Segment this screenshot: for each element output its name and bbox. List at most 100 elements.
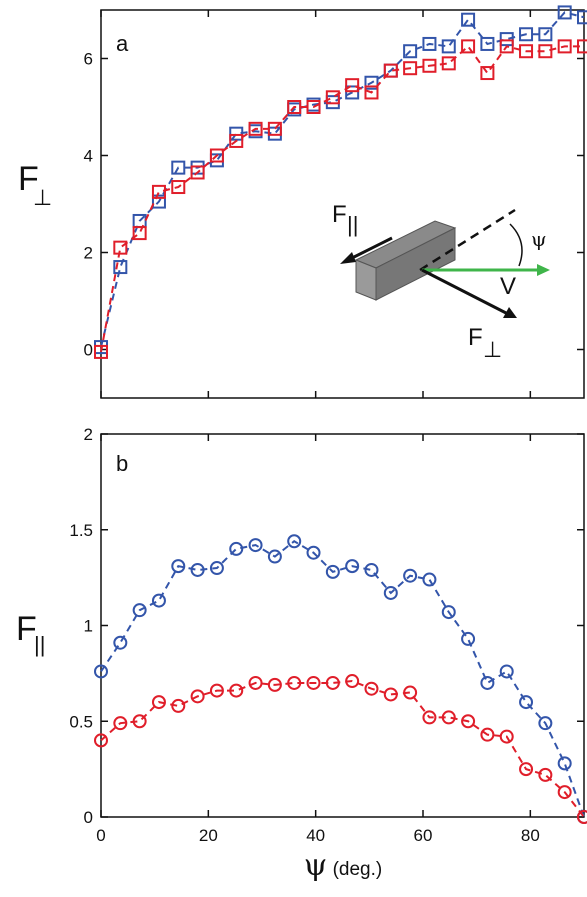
data-point-blue [209, 561, 224, 576]
data-point-red [441, 56, 456, 71]
data-point-blue [306, 545, 321, 560]
data-point-red [519, 44, 534, 59]
data-point-red [306, 100, 321, 114]
data-point-red [557, 39, 572, 54]
data-point-blue [132, 603, 147, 618]
data-point-red [248, 121, 263, 136]
data-point-blue [325, 564, 340, 579]
f-perp-arrow [421, 268, 509, 316]
data-point-red [229, 133, 244, 148]
panel-b-data [94, 534, 587, 824]
data-point-blue [519, 27, 534, 42]
data-point-red [267, 121, 282, 136]
data-point-blue [151, 593, 166, 608]
data-point-red [209, 148, 224, 163]
data-point-red [287, 100, 302, 114]
data-point-red [325, 675, 340, 690]
data-point-red [364, 681, 379, 696]
x-tick-label: 20 [199, 826, 218, 845]
inset-f-perp: F [468, 324, 483, 351]
data-point-red [577, 810, 587, 824]
data-point-red [403, 61, 418, 76]
x-tick-label: 40 [306, 826, 325, 845]
data-point-red [190, 165, 205, 180]
x-axis-label-unit: (deg.) [327, 859, 382, 880]
y-tick-label-b: 1.5 [69, 521, 93, 540]
f-parallel-arrow [347, 236, 393, 262]
data-point-blue [190, 562, 205, 577]
data-point-blue [441, 39, 456, 54]
data-point-red [441, 710, 456, 725]
panel-a-letter: a [116, 31, 129, 56]
data-point-blue [519, 695, 534, 710]
data-point-red [113, 716, 128, 731]
data-point-blue [171, 160, 186, 175]
y-tick-label-a: 0 [84, 341, 93, 360]
x-tick-label: 0 [96, 826, 105, 845]
data-point-blue [403, 44, 418, 59]
data-point-red [325, 90, 340, 105]
data-point-red [557, 785, 572, 800]
f-parallel-arrowhead [340, 252, 356, 264]
panel-b-frame [100, 433, 585, 818]
data-point-blue [422, 572, 437, 587]
data-point-blue [113, 635, 128, 650]
x-tick-label: 60 [414, 826, 433, 845]
data-point-red [422, 710, 437, 725]
series-line-blue [100, 540, 585, 818]
data-point-blue [267, 549, 282, 564]
data-point-red [190, 689, 205, 704]
data-point-blue [538, 716, 553, 731]
panel-b-ylabel-sub: || [34, 632, 45, 657]
data-point-blue [403, 568, 418, 583]
data-point-red [306, 675, 321, 690]
data-point-blue [94, 664, 108, 679]
panel-a-ticks: 0 2 4 6 [84, 10, 584, 398]
data-point-red [151, 695, 166, 710]
data-point-red [287, 675, 302, 690]
panel-a-ylabel-sub: ⊥ [33, 185, 52, 210]
y-tick-label-b: 0.5 [69, 712, 93, 731]
data-point-red [499, 729, 514, 744]
x-tick-label: 80 [521, 826, 540, 845]
data-point-blue [248, 538, 263, 553]
data-point-blue [499, 32, 514, 47]
y-tick-label-a: 6 [84, 50, 93, 69]
inset-psi: ψ [531, 227, 547, 251]
data-point-red [267, 677, 282, 692]
data-point-blue [480, 675, 495, 690]
data-point-blue [461, 12, 476, 27]
data-point-blue [364, 75, 379, 90]
data-point-blue [557, 5, 572, 20]
panel-b-ticks: 0 20 40 60 80 0 0.5 1 1.5 2 [69, 425, 584, 845]
data-point-blue [441, 605, 456, 620]
data-point-blue [461, 631, 476, 646]
panel-a-data [94, 5, 587, 359]
data-point-red [94, 344, 108, 359]
prism-axis-dashed [419, 208, 516, 272]
data-point-red [499, 39, 514, 54]
data-point-blue [345, 85, 360, 100]
y-tick-label-b: 2 [84, 425, 93, 444]
data-point-red [538, 44, 553, 59]
x-axis-label: ψ (deg.) [304, 848, 382, 883]
f-perp-arrowhead [503, 307, 517, 318]
data-point-red [538, 767, 553, 782]
y-tick-label-b: 1 [84, 617, 93, 636]
data-point-red [248, 675, 263, 690]
velocity-arrowhead [537, 264, 550, 276]
data-point-blue [577, 10, 587, 25]
data-point-red [229, 683, 244, 698]
data-point-red [171, 698, 186, 713]
data-point-blue [287, 534, 302, 549]
data-point-blue [171, 559, 186, 574]
data-point-blue [499, 664, 514, 679]
y-tick-label-a: 4 [84, 147, 93, 166]
data-point-red [480, 66, 495, 81]
data-point-red [364, 85, 379, 100]
data-point-red [132, 714, 147, 729]
data-point-red [171, 180, 186, 195]
data-point-blue [229, 126, 244, 141]
data-point-blue [383, 585, 398, 600]
